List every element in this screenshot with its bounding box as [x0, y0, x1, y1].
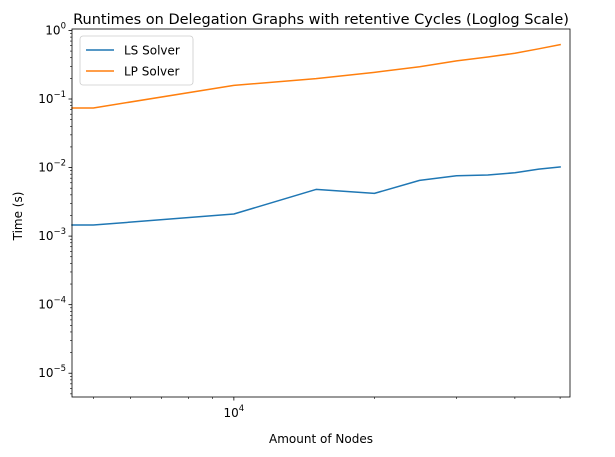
chart-title: Runtimes on Delegation Graphs with reten…: [73, 12, 569, 28]
legend-label: LP Solver: [124, 65, 180, 79]
x-tick-label-base: 10: [224, 406, 239, 420]
y-tick-label-exponent: −4: [53, 296, 66, 306]
y-tick-label-exponent: −2: [53, 159, 66, 169]
y-tick-label: 10−5: [38, 364, 66, 380]
y-tick-label-base: 10: [38, 298, 53, 312]
y-tick-label: 10−2: [38, 159, 66, 175]
y-tick-label-base: 10: [38, 92, 53, 106]
y-axis-label: Time (s): [11, 192, 25, 242]
legend-label: LS Solver: [124, 44, 180, 58]
y-tick-label-exponent: −5: [53, 364, 66, 374]
y-tick-label-base: 10: [38, 366, 53, 380]
legend-box: [79, 35, 194, 86]
y-tick-label-exponent: −3: [53, 227, 66, 237]
y-tick-label: 10−1: [38, 90, 66, 106]
legend: LS Solver LP Solver: [79, 35, 194, 86]
x-tick-label: 104: [224, 404, 245, 420]
plot-frame: [71, 28, 571, 398]
x-tick-label-exponent: 4: [239, 404, 244, 414]
y-tick-label-exponent: −1: [53, 90, 66, 100]
y-tick-label-base: 10: [38, 229, 53, 243]
x-axis-label: Amount of Nodes: [269, 432, 373, 446]
y-tick-label-base: 10: [45, 23, 60, 37]
y-tick-label-exponent: 0: [61, 21, 66, 31]
y-tick-label: 10−4: [38, 296, 66, 312]
series-line-ls-solver: [71, 166, 561, 226]
y-tick-label-base: 10: [38, 161, 53, 175]
y-tick-label: 10−3: [38, 227, 66, 243]
series-line-lp-solver: [71, 43, 561, 109]
y-tick-label: 100: [45, 21, 66, 37]
